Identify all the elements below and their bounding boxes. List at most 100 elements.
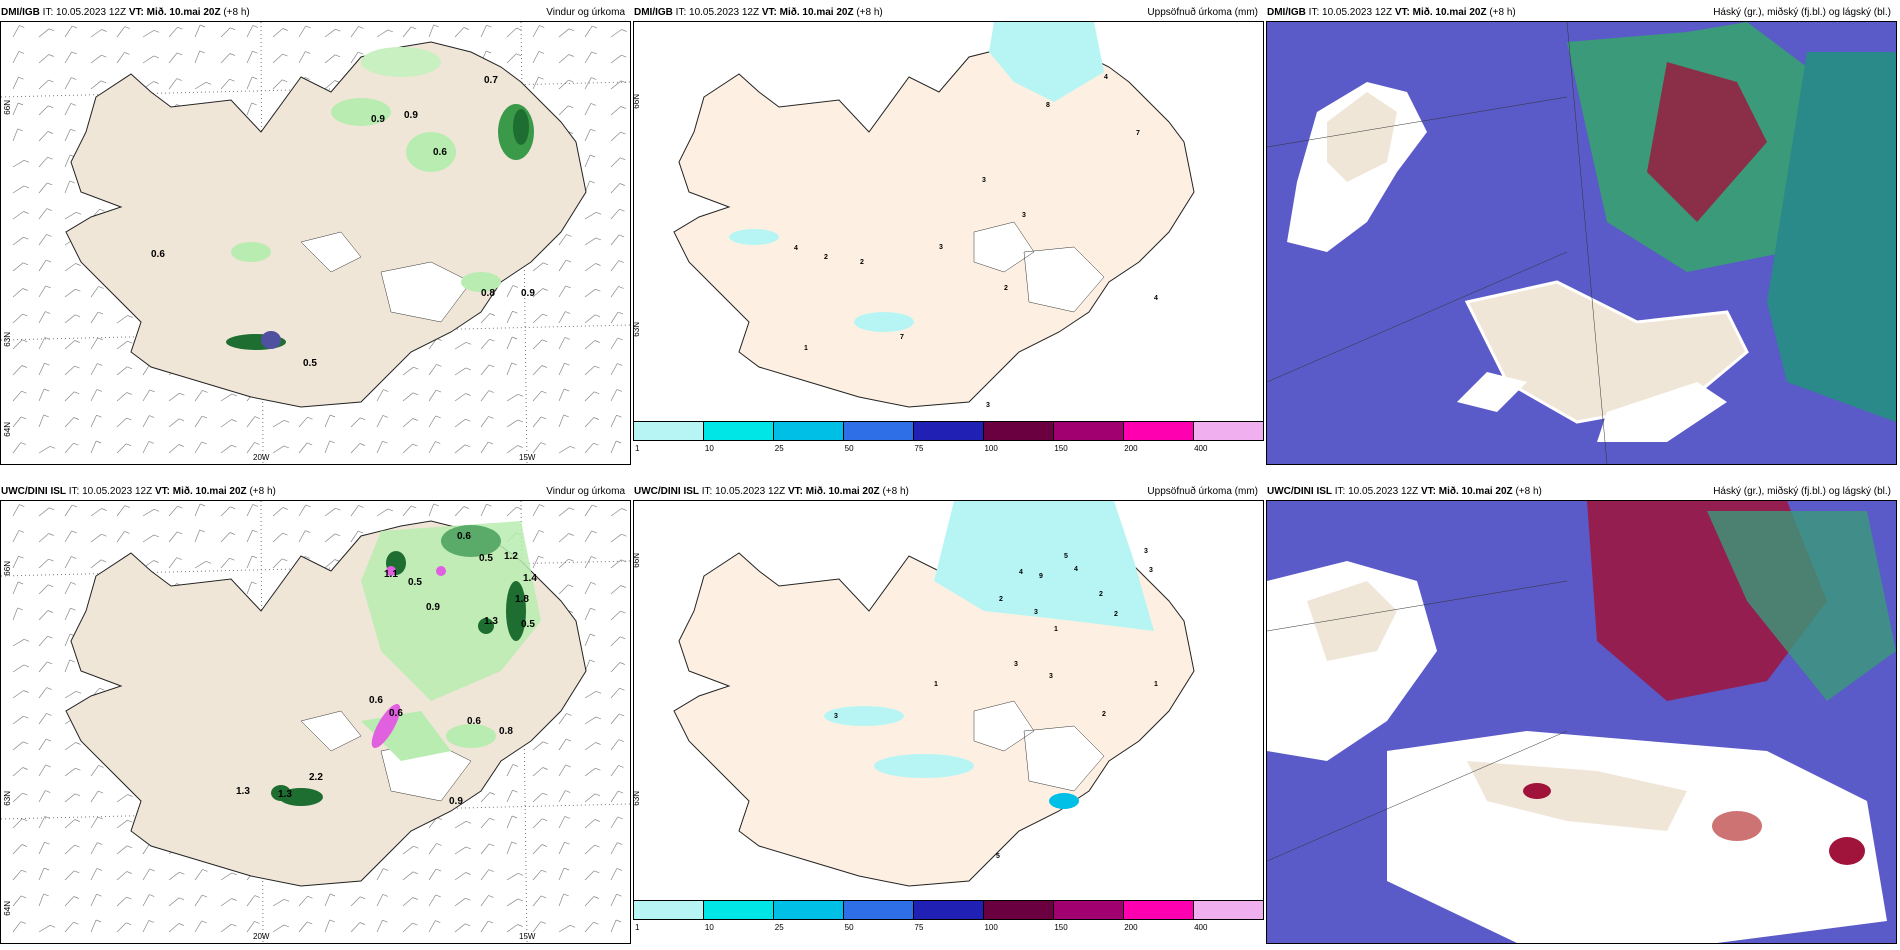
lon-label: 20W <box>253 932 270 941</box>
wind-barb <box>38 446 51 454</box>
wind-barb <box>38 610 49 621</box>
wind-barb <box>142 30 155 38</box>
wind-barb <box>558 790 566 803</box>
wind-barb <box>64 77 72 90</box>
wind-barb <box>350 922 361 933</box>
wind-barb-flag <box>307 921 313 925</box>
wind-barb <box>12 607 19 621</box>
wind-barb <box>480 504 487 517</box>
wind-barb <box>12 416 22 428</box>
colorbar-swatch <box>634 422 704 440</box>
precip-value: 0.9 <box>404 110 418 121</box>
wind-barb <box>272 924 285 933</box>
wind-barb-flag <box>412 922 418 926</box>
cloud-map <box>1267 22 1896 464</box>
wind-barb <box>64 340 76 350</box>
wind-barb <box>350 896 361 907</box>
wind-barb-flag <box>465 846 472 850</box>
wind-barb-flag <box>97 790 104 794</box>
wind-barb-flag <box>487 920 494 924</box>
wind-barb <box>194 561 207 569</box>
model-name: DMI/IGB <box>1267 7 1306 18</box>
wind-barb <box>12 869 22 881</box>
wind-barb-flag <box>74 819 80 822</box>
wind-barb <box>558 79 569 90</box>
wind-barb <box>324 414 331 428</box>
wind-barb <box>532 741 544 751</box>
wind-barb-flag <box>45 738 52 742</box>
wind-barb <box>298 25 306 38</box>
wind-barb-flag <box>251 581 257 585</box>
wind-barb <box>428 364 437 376</box>
wind-barb <box>584 819 596 829</box>
colorbar-swatch <box>844 901 914 919</box>
wind-barb-flag <box>541 895 547 899</box>
wind-barb-flag <box>101 533 107 537</box>
wind-barb-flag <box>45 259 52 263</box>
wind-barb <box>12 25 20 38</box>
wind-barb <box>116 531 125 543</box>
wind-barb-flag <box>22 792 28 796</box>
wind-barb-flag <box>97 842 103 845</box>
wind-barb <box>38 661 48 673</box>
wind-barb-flag <box>594 819 600 822</box>
wind-barb-flag <box>153 81 159 84</box>
precip-value: 3 <box>1014 661 1018 668</box>
wind-barb-flag <box>21 416 27 420</box>
wind-barb-flag <box>48 79 54 83</box>
wind-barb <box>12 77 19 90</box>
wind-barb <box>272 558 283 569</box>
wind-barb-flag <box>178 418 185 422</box>
wind-barb <box>584 442 594 454</box>
wind-barb <box>350 26 359 38</box>
lat-label: 66N <box>3 561 12 576</box>
wind-barb-flag <box>382 440 388 444</box>
wind-barb <box>116 417 127 428</box>
wind-barb-flag <box>22 288 28 291</box>
wind-barb-flag <box>126 922 132 926</box>
wind-barb-flag <box>100 80 107 84</box>
wind-barb <box>298 921 308 933</box>
wind-barb <box>90 80 102 90</box>
wind-barb <box>12 530 20 543</box>
wind-barb-flag <box>179 871 185 875</box>
wind-barb-flag <box>46 208 52 211</box>
colorbar-labels: 1 10 25 50 75 100 150 200 400 <box>633 444 1264 455</box>
precip-value: 0.6 <box>457 531 471 542</box>
wind-barb <box>480 869 490 881</box>
wind-barb-flag <box>96 893 102 897</box>
wind-barb-flag <box>282 53 288 57</box>
wind-barb <box>246 555 253 569</box>
wind-barb <box>38 79 49 90</box>
wind-barb-flag <box>620 585 626 588</box>
wind-barb <box>64 103 72 116</box>
wind-barb-flag <box>359 443 366 446</box>
wind-barb <box>12 556 19 569</box>
wind-barb <box>350 443 361 454</box>
wind-barb-flag <box>542 741 549 745</box>
precip-value: 1 <box>1154 681 1158 688</box>
wind-barb-flag <box>618 739 624 742</box>
wind-barb <box>246 581 253 595</box>
wind-barb-flag <box>412 443 418 447</box>
wind-barb-flag <box>44 362 50 366</box>
wind-barb <box>376 894 384 907</box>
wind-barb-flag <box>538 76 544 80</box>
wind-barb <box>610 260 620 272</box>
wind-barb-flag <box>512 310 518 314</box>
wind-barb <box>90 919 97 933</box>
wind-barb <box>610 440 617 454</box>
wind-barb-flag <box>435 441 441 444</box>
wind-barb <box>324 893 331 907</box>
wind-barb <box>12 262 24 272</box>
wind-barb <box>194 390 203 402</box>
valid-time: VT: Mið. 10.mai 20Z <box>1394 7 1487 18</box>
wind-barb <box>610 713 620 725</box>
wind-barb-flag <box>18 51 25 54</box>
wind-barb-flag <box>49 445 56 449</box>
lat-label: 66N <box>3 100 12 115</box>
wind-barb <box>480 390 490 402</box>
wind-barb <box>64 391 75 402</box>
wind-barb-flag <box>465 393 471 396</box>
wind-barb-flag <box>464 923 471 927</box>
